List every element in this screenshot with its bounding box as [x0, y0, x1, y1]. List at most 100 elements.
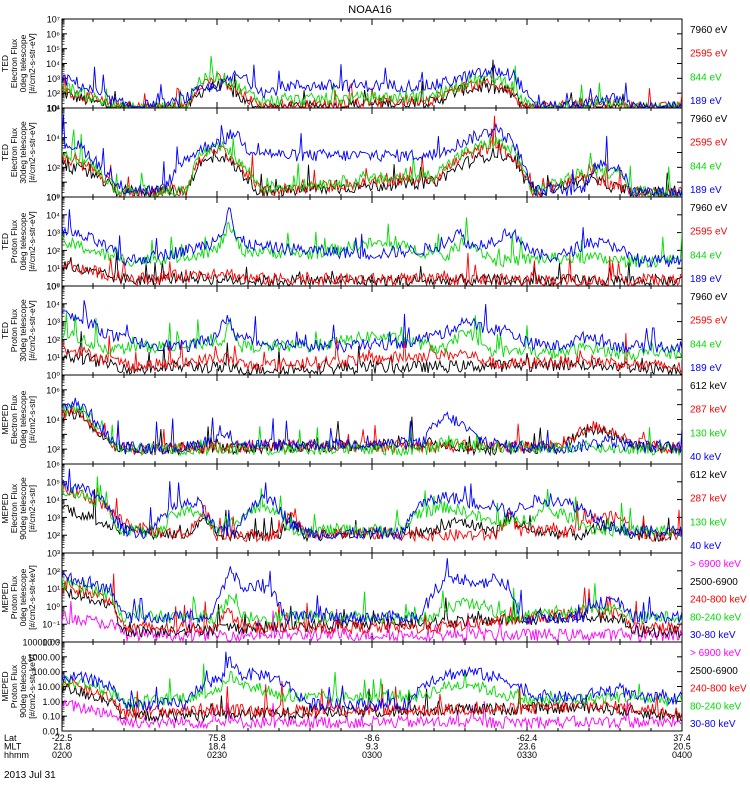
legend-entry: 240-800 keV	[690, 684, 747, 695]
y-tick-label: 10³	[47, 317, 60, 327]
panel-frame	[61, 463, 683, 554]
x-axis-value: -22.5	[52, 733, 73, 743]
legend-entry: 612 keV	[690, 381, 727, 392]
y-tick-label: 10⁶	[46, 104, 60, 114]
x-axis-value: 18.4	[208, 742, 226, 752]
legend-entry: 189 eV	[690, 96, 722, 107]
y-tick-label: 10⁰	[46, 371, 60, 381]
y-axis-label: MEPED Proton Flux 0deg telescope [#/cm2-s-s…	[0, 565, 37, 630]
data-series-line	[62, 63, 682, 108]
panel-3: 10⁰ 10¹ 10² 10³ 10⁴ 10⁵ TED Proton Flux 0deg tel…	[0, 193, 728, 292]
y-axis-label: TED Proton Flux 30deg telescope [#/cm2-s-st…	[0, 299, 37, 362]
y-axis-label-line: Proton Flux	[9, 664, 19, 708]
legend-entry: 130 keV	[690, 428, 727, 439]
legend-entry: 40 keV	[690, 541, 721, 552]
y-tick-label: 0.10	[42, 712, 60, 722]
y-axis-label: TED Electron Flux 30deg telescope [#/cm2-s-…	[0, 121, 37, 184]
y-axis-label-line: MEPED	[0, 493, 10, 523]
y-axis-label: TED Proton Flux 0deg telescope [#/cm2-s-str…	[0, 211, 37, 271]
y-tick-label: 10⁻¹	[42, 620, 60, 630]
y-tick-label: 10³	[47, 228, 60, 238]
y-tick-label: 10³	[47, 549, 60, 559]
data-series-line	[62, 699, 682, 730]
y-axis-label-line: 0deg telescope	[18, 568, 28, 626]
y-axis-label-line: Proton Flux	[9, 575, 19, 619]
legend-entry: 612 keV	[690, 470, 727, 481]
legend-entry: 844 eV	[690, 161, 722, 172]
data-series-line	[62, 252, 682, 286]
y-axis-label: MEPED Electron Flux 90deg telescope [#/cm2-…	[0, 477, 37, 540]
panel-8: 0.01 0.10 1.00 10.00 100.00 1000.00 10000.00 ME…	[0, 638, 747, 737]
x-axis-row-label: Lat	[4, 733, 17, 743]
y-axis-label-line: TED	[0, 144, 10, 161]
y-tick-label: 10⁴	[46, 299, 60, 309]
y-axis-label: TED Electron Flux 0deg telescope [#/cm2-s-s…	[0, 33, 37, 93]
series-group	[62, 300, 682, 375]
y-tick-label: 10⁷	[47, 15, 60, 25]
x-axis-value: 0300	[362, 750, 382, 760]
legend-entry: > 6900 keV	[690, 559, 741, 570]
legend-entry: 844 eV	[690, 250, 722, 261]
y-tick-label: 10²	[47, 163, 60, 173]
legend-entry: 30-80 keV	[690, 719, 736, 730]
legend-entry: 844 eV	[690, 339, 722, 350]
y-axis-label-line: [#/cm2-s-str-eV]	[27, 33, 37, 93]
legend-entry: 240-800 keV	[690, 595, 747, 606]
y-tick-label: 10⁵	[46, 477, 60, 487]
x-axis-value: 23.6	[518, 742, 536, 752]
y-axis-label-line: [#/cm2-s-str-eV]	[27, 122, 37, 182]
legend-entry: 287 keV	[690, 494, 727, 505]
legend-entry: 287 keV	[690, 405, 727, 416]
data-series-line	[62, 586, 682, 639]
y-axis-label-line: MEPED	[0, 671, 10, 701]
legend-entry: 7960 eV	[690, 203, 728, 214]
panel-frame	[61, 18, 683, 109]
data-series-line	[62, 663, 682, 710]
x-axis-value: 0230	[207, 750, 227, 760]
x-axis-value: -62.4	[517, 733, 538, 743]
data-series-line	[62, 115, 682, 197]
y-axis-label-line: Proton Flux	[9, 308, 19, 352]
series-group	[62, 397, 682, 458]
y-axis-label-line: TED	[0, 55, 10, 72]
y-axis-label-line: TED	[0, 322, 10, 339]
legend-entry: 2595 eV	[690, 227, 728, 238]
data-series-line	[62, 331, 682, 375]
series-group	[62, 468, 682, 543]
y-tick-label: 10⁴	[46, 495, 60, 505]
y-tick-label: 10⁵	[46, 282, 60, 292]
data-series-line	[62, 476, 682, 539]
y-axis-label-line: 30deg telescope	[18, 299, 28, 362]
y-tick-label: 10⁴	[46, 59, 60, 69]
data-series-line	[62, 468, 682, 541]
y-axis-label-line: [#/cm2-s-str-keV]	[27, 565, 37, 630]
y-axis-label-line: Electron Flux	[9, 394, 19, 444]
legend-entry: 844 eV	[690, 72, 722, 83]
panel-1: 10¹ 10² 10³ 10⁴ 10⁵ 10⁶ 10⁷ TED Electron Flux 0de…	[0, 15, 728, 114]
y-tick-label: 10⁶	[46, 29, 60, 39]
y-tick-label: 10²	[47, 89, 60, 99]
data-series-line	[62, 114, 682, 197]
y-axis-label: MEPED Proton Flux 90deg telescope [#/cm2-s-…	[0, 654, 37, 719]
data-series-line	[62, 312, 682, 362]
y-tick-label: 10⁶	[46, 460, 60, 470]
legend-entry: 2500-6900	[690, 666, 738, 677]
legend-entry: > 6900 keV	[690, 648, 741, 659]
chart-title: NOAA16	[348, 4, 391, 16]
y-tick-label: 10⁻²	[42, 638, 60, 648]
y-axis-label-line: Electron Flux	[9, 483, 19, 533]
y-axis-label-line: Electron Flux	[9, 127, 19, 177]
y-tick-label: 0.01	[42, 727, 60, 737]
y-tick-label: 10²	[47, 531, 60, 541]
y-tick-label: 10.00	[37, 682, 60, 692]
y-tick-label: 10⁴	[46, 210, 60, 220]
data-series-line	[62, 300, 682, 354]
y-axis-label-line: [#/cm2-s-str]	[27, 396, 37, 443]
y-tick-label: 10³	[47, 74, 60, 84]
y-axis-label-line: [#/cm2-s-str-keV]	[27, 654, 37, 719]
x-axis-value: 0200	[52, 750, 72, 760]
data-series-line	[62, 206, 682, 268]
legend-entry: 7960 eV	[690, 25, 728, 36]
legend-entry: 189 eV	[690, 274, 722, 285]
y-tick-label: 10²	[47, 335, 60, 345]
